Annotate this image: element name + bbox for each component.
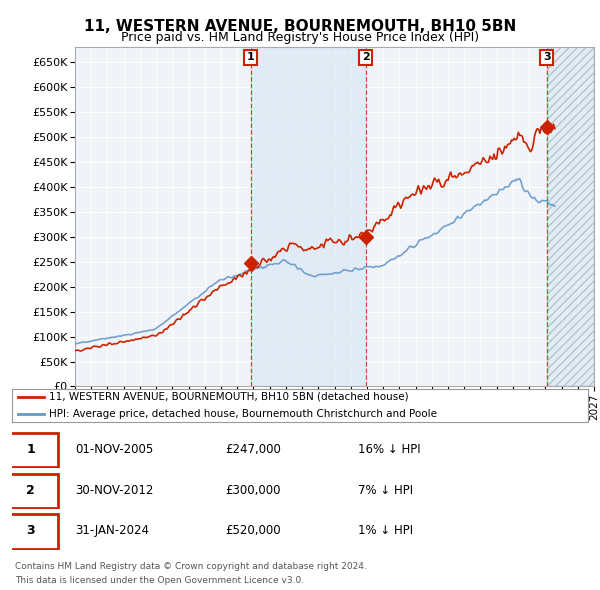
Text: 1: 1	[26, 443, 35, 456]
Bar	[547, 47, 594, 386]
Text: 31-JAN-2024: 31-JAN-2024	[76, 525, 149, 537]
Text: £300,000: £300,000	[225, 484, 281, 497]
FancyBboxPatch shape	[4, 514, 58, 549]
Text: Price paid vs. HM Land Registry's House Price Index (HPI): Price paid vs. HM Land Registry's House …	[121, 31, 479, 44]
Bar	[251, 47, 365, 386]
Text: 16% ↓ HPI: 16% ↓ HPI	[358, 443, 420, 456]
Bar	[547, 47, 594, 386]
Text: 7% ↓ HPI: 7% ↓ HPI	[358, 484, 413, 497]
Text: 11, WESTERN AVENUE, BOURNEMOUTH, BH10 5BN: 11, WESTERN AVENUE, BOURNEMOUTH, BH10 5B…	[84, 19, 516, 34]
Text: 3: 3	[26, 525, 35, 537]
Text: 30-NOV-2012: 30-NOV-2012	[76, 484, 154, 497]
Text: £520,000: £520,000	[225, 525, 281, 537]
Text: 11, WESTERN AVENUE, BOURNEMOUTH, BH10 5BN (detached house): 11, WESTERN AVENUE, BOURNEMOUTH, BH10 5B…	[49, 392, 409, 402]
FancyBboxPatch shape	[4, 433, 58, 467]
Text: 1% ↓ HPI: 1% ↓ HPI	[358, 525, 413, 537]
Text: 01-NOV-2005: 01-NOV-2005	[76, 443, 154, 456]
Text: 2: 2	[362, 53, 370, 63]
Text: 1: 1	[247, 53, 254, 63]
Text: HPI: Average price, detached house, Bournemouth Christchurch and Poole: HPI: Average price, detached house, Bour…	[49, 409, 437, 419]
Text: £247,000: £247,000	[225, 443, 281, 456]
FancyBboxPatch shape	[4, 474, 58, 508]
Text: 3: 3	[543, 53, 551, 63]
Text: Contains HM Land Registry data © Crown copyright and database right 2024.: Contains HM Land Registry data © Crown c…	[15, 562, 367, 571]
Text: 2: 2	[26, 484, 35, 497]
Text: This data is licensed under the Open Government Licence v3.0.: This data is licensed under the Open Gov…	[15, 576, 304, 585]
